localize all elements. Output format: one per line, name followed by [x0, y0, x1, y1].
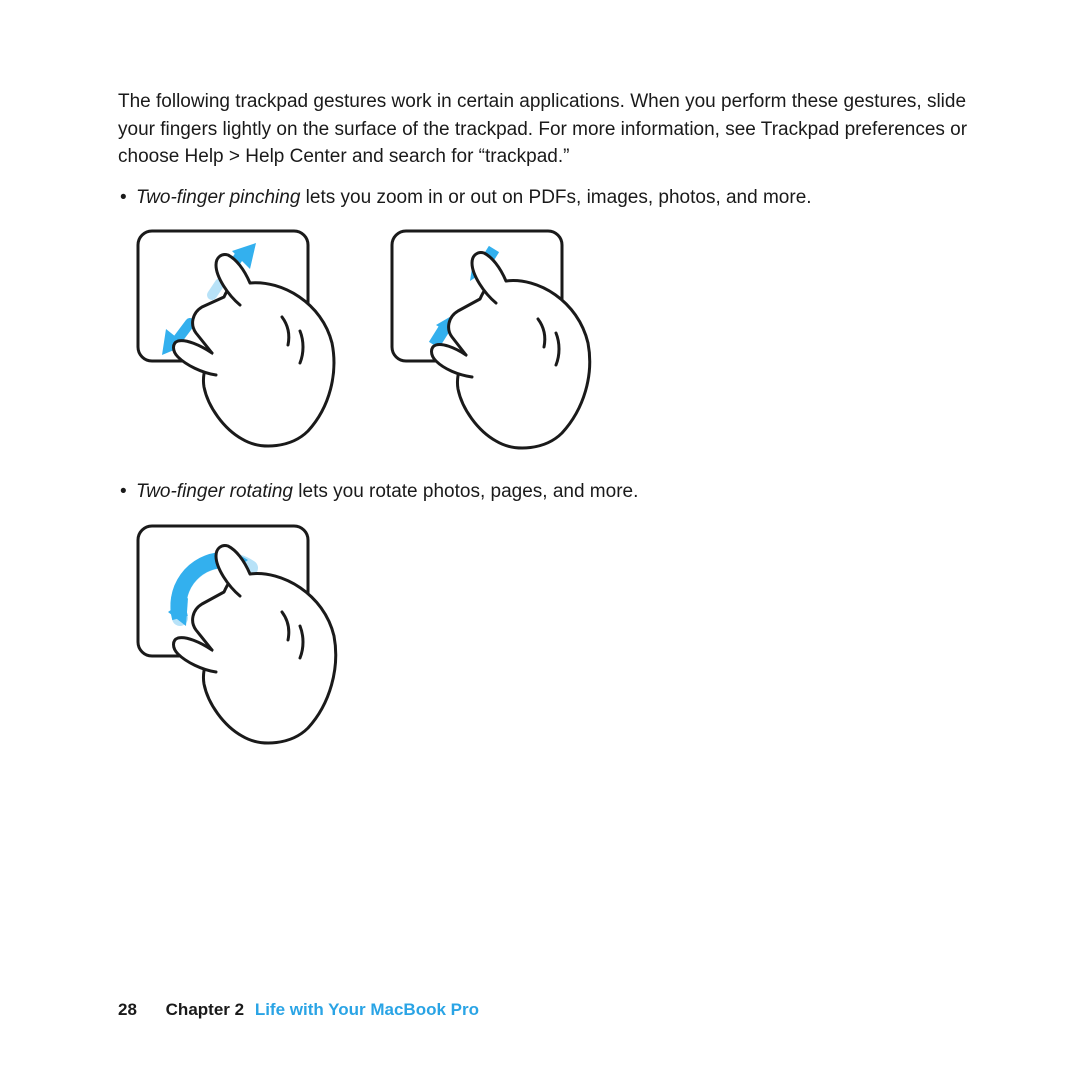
figure-pinch-in — [386, 225, 596, 455]
page-number: 28 — [118, 1000, 137, 1019]
bullet-rest: lets you rotate photos, pages, and more. — [293, 481, 638, 502]
figure-row-rotate — [132, 520, 972, 750]
bullet-marker: • — [118, 185, 136, 212]
bullet-term: Two-finger pinching — [136, 187, 300, 208]
bullet-text: Two-finger pinching lets you zoom in or … — [136, 185, 972, 212]
document-page: The following trackpad gestures work in … — [0, 0, 1080, 814]
figure-row-pinch — [132, 225, 972, 455]
bullet-item: • Two-finger rotating lets you rotate ph… — [118, 479, 972, 506]
page-footer: 28 Chapter 2 Life with Your MacBook Pro — [118, 1000, 479, 1020]
figure-rotate — [132, 520, 342, 750]
chapter-title: Life with Your MacBook Pro — [255, 1000, 479, 1019]
bullet-text: Two-finger rotating lets you rotate phot… — [136, 479, 972, 506]
chapter-label: Chapter 2 — [166, 1000, 244, 1019]
figure-pinch-out — [132, 225, 342, 455]
bullet-item: • Two-finger pinching lets you zoom in o… — [118, 185, 972, 212]
bullet-rest: lets you zoom in or out on PDFs, images,… — [300, 187, 811, 208]
bullet-term: Two-finger rotating — [136, 481, 293, 502]
bullet-marker: • — [118, 479, 136, 506]
intro-paragraph: The following trackpad gestures work in … — [118, 88, 972, 171]
